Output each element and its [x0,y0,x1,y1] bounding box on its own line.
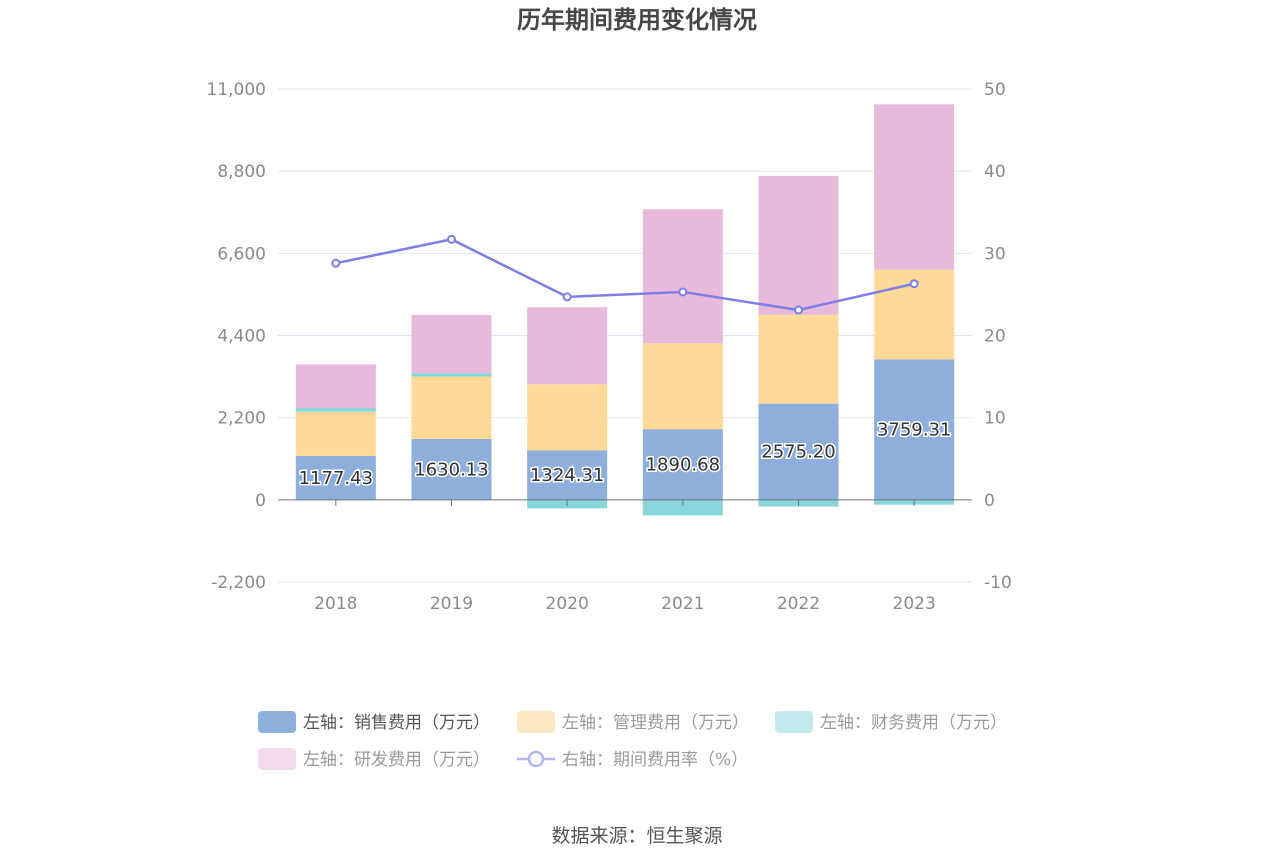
category-label: 2021 [661,594,704,614]
right-tick-label: 20 [984,327,1006,347]
legend-swatch [775,711,813,733]
category-label: 2022 [777,594,820,614]
legend-swatch [517,711,555,733]
bar [295,408,376,412]
right-tick-label: 50 [984,80,1006,100]
bar [295,455,376,500]
category-label: 2019 [430,594,473,614]
legend: 左轴：销售费用（万元） 左轴：管理费用（万元） 左轴：财务费用（万元） 左轴：研发费用… [258,711,1007,770]
left-tick-label: 11,000 [207,80,266,100]
left-tick-label: 4,400 [217,327,266,347]
rate-point [562,292,572,302]
legend-marker [527,750,545,768]
rate-point [331,258,341,268]
left-tick-label: 2,200 [217,409,266,429]
line-series [331,234,919,315]
left-tick-label: 0 [255,491,266,511]
bar [874,104,955,270]
bar [411,314,492,374]
data-label: 3759.31 [877,420,951,441]
right-axis: 50 40 30 20 10 0 -10 [984,80,1012,593]
bar [411,438,492,500]
legend-label: 左轴：研发费用（万元） [303,750,490,770]
data-label: 1630.13 [414,459,488,480]
legend-label: 右轴：期间费用率（%） [562,750,748,770]
right-tick-label: 10 [984,409,1006,429]
right-tick-label: -10 [984,573,1012,593]
legend-label: 左轴：销售费用（万元） [303,713,490,733]
category-label: 2023 [893,594,936,614]
bar [642,499,723,516]
bar [642,343,723,430]
bar [527,450,608,500]
legend-swatch [258,748,296,770]
right-tick-label: 40 [984,162,1006,182]
bar [527,307,608,385]
left-tick-label: -2,200 [211,573,266,593]
bar [642,209,723,344]
left-tick-label: 6,600 [217,244,266,264]
category-label: 2020 [546,594,589,614]
bar [295,364,376,409]
bar [411,376,492,439]
bar [874,359,955,500]
x-axis-labels: 2018 2019 2020 2021 2022 2023 [314,594,936,614]
bar-series [295,104,955,516]
category-label: 2018 [314,594,357,614]
rate-point [447,234,456,244]
left-tick-label: 8,800 [217,162,266,182]
rate-point [909,279,919,289]
rate-point [678,287,688,297]
data-label: 1324.31 [530,465,604,486]
chart-title: 历年期间费用变化情况 [517,6,757,34]
right-tick-label: 0 [984,491,995,511]
x-axis-ticks [335,499,915,506]
left-axis: 11,000 8,800 6,600 4,400 2,200 0 -2,200 [207,80,266,593]
legend-label: 左轴：管理费用（万元） [562,713,749,733]
rate-point [794,305,803,315]
legend-swatch [258,711,296,733]
data-source: 数据来源：恒生聚源 [551,825,722,847]
data-labels: 1177.43 1630.13 1324.31 1890.68 2575.20 3759.… [297,418,953,490]
gridlines [278,88,972,583]
bar [642,429,723,500]
right-tick-label: 30 [984,244,1006,264]
data-label: 1177.43 [299,468,373,489]
bar [758,175,839,315]
data-label: 2575.20 [761,442,835,463]
bar [758,314,839,404]
bar [758,403,839,500]
bar [295,411,376,456]
rate-line [335,238,915,312]
bar [527,384,608,451]
legend-label: 左轴：财务费用（万元） [820,713,1007,733]
data-label: 1890.68 [646,455,720,476]
bar [411,373,492,377]
